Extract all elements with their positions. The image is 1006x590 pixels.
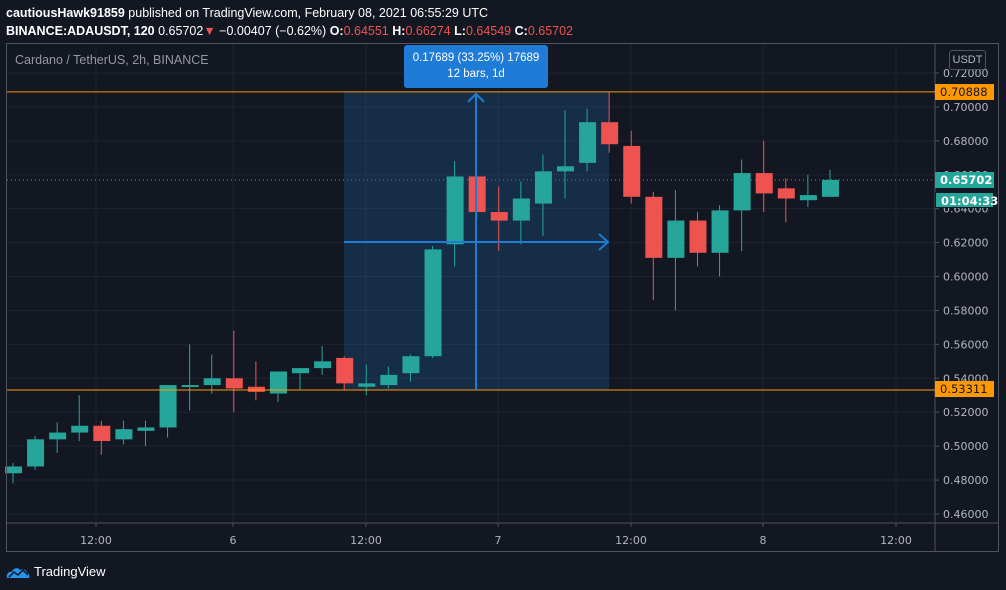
down-arrow-icon: ▼ bbox=[203, 24, 216, 38]
candle-body-up bbox=[512, 198, 530, 221]
candle-body-up bbox=[557, 166, 574, 172]
low-label: L: bbox=[454, 24, 466, 38]
current-price-tag: 0.65702 bbox=[935, 172, 994, 188]
bar-countdown-tag: 01:04:33 bbox=[935, 192, 998, 208]
candle-body-up bbox=[203, 378, 221, 386]
candle-body-up bbox=[667, 220, 685, 258]
candle-body-up bbox=[115, 429, 133, 440]
candle-body-up bbox=[733, 173, 751, 211]
publish-header: cautiousHawk91859 published on TradingVi… bbox=[6, 4, 573, 40]
x-axis-label: 12:00 bbox=[80, 534, 112, 547]
candle-body-down bbox=[777, 188, 795, 199]
publish-line: cautiousHawk91859 published on TradingVi… bbox=[6, 4, 573, 22]
candle-body-up bbox=[358, 383, 376, 387]
candle-body-down bbox=[93, 425, 111, 442]
pane-title: Cardano / TetherUS, 2h, BINANCE bbox=[15, 53, 209, 67]
currency-badge[interactable]: USDT bbox=[949, 50, 986, 70]
candle-body-up bbox=[292, 368, 310, 374]
candle-body-up bbox=[71, 425, 89, 433]
candle-body-up bbox=[159, 385, 177, 428]
y-axis-label: 0.46000 bbox=[943, 508, 989, 521]
tradingview-logo[interactable]: TradingView bbox=[6, 564, 106, 579]
low-value: 0.64549 bbox=[465, 24, 512, 38]
x-axis-label: 12:00 bbox=[880, 534, 912, 547]
y-axis-label: 0.60000 bbox=[943, 271, 989, 284]
publisher-username[interactable]: cautiousHawk91859 bbox=[6, 6, 125, 20]
upper-line-price-tag: 0.70888 bbox=[935, 84, 994, 100]
candle-body-up bbox=[799, 195, 817, 201]
x-axis-label: 8 bbox=[760, 534, 767, 547]
candle-body-down bbox=[645, 196, 663, 258]
x-axis-label: 12:00 bbox=[350, 534, 382, 547]
candle-body-up bbox=[402, 356, 420, 374]
close-label: C: bbox=[514, 24, 528, 38]
y-axis-label: 0.72000 bbox=[943, 67, 989, 80]
y-axis-label: 0.50000 bbox=[943, 440, 989, 453]
candle-body-up bbox=[711, 210, 729, 253]
close-value: 0.65702 bbox=[527, 24, 573, 38]
x-axis-label: 6 bbox=[230, 534, 237, 547]
candle-body-up bbox=[5, 466, 22, 474]
candle-body-up bbox=[314, 361, 332, 369]
y-axis-label: 0.52000 bbox=[943, 406, 989, 419]
y-axis-label: 0.70000 bbox=[943, 101, 989, 114]
measure-price-range: 0.17689 (33.25%) 17689 bbox=[412, 52, 540, 64]
candle-body-up bbox=[269, 371, 287, 394]
candle-body-up bbox=[380, 374, 398, 386]
open-label: O: bbox=[329, 24, 344, 38]
candle-body-up bbox=[137, 427, 155, 431]
y-axis-label: 0.56000 bbox=[943, 338, 989, 351]
candle-body-down bbox=[247, 386, 265, 392]
candle-body-up bbox=[424, 249, 442, 357]
chart-frame bbox=[6, 43, 999, 552]
candle-body-up bbox=[579, 122, 597, 163]
x-axis-label: 7 bbox=[495, 534, 502, 547]
x-axis-label: 12:00 bbox=[615, 534, 647, 547]
measure-bar-range: 12 bars, 1d bbox=[447, 68, 505, 80]
candle-body-up bbox=[821, 179, 839, 197]
candle-body-down bbox=[755, 173, 773, 194]
open-value: 0.64551 bbox=[343, 24, 389, 38]
measure-tooltip: 0.17689 (33.25%) 17689 12 bars, 1d bbox=[404, 45, 548, 88]
candle-body-down bbox=[689, 220, 707, 253]
candle-body-down bbox=[336, 357, 354, 384]
candle-body-down bbox=[601, 122, 619, 145]
candle-body-down bbox=[623, 145, 641, 197]
arrow-right-icon bbox=[598, 233, 610, 251]
symbol-legend: BINANCE:ADAUSDT, 120 0.65702▼ −0.00407 (… bbox=[6, 22, 573, 40]
candle-body-up bbox=[49, 432, 67, 440]
price-change: −0.00407 (−0.62%) bbox=[219, 24, 327, 38]
symbol-label: BINANCE:ADAUSDT, 120 bbox=[6, 24, 155, 38]
arrow-up-icon bbox=[467, 92, 485, 103]
y-axis-label: 0.48000 bbox=[943, 474, 989, 487]
candle-body-down bbox=[468, 176, 486, 213]
y-axis-label: 0.68000 bbox=[943, 135, 989, 148]
candle-body-up bbox=[27, 439, 45, 467]
y-axis-label: 0.58000 bbox=[943, 304, 989, 317]
lower-line-price-tag: 0.53311 bbox=[935, 381, 994, 397]
candle-body-up bbox=[446, 176, 464, 245]
published-text: published on TradingView.com, February 0… bbox=[128, 6, 489, 20]
candle-body-up bbox=[181, 385, 199, 388]
candle-body-down bbox=[225, 378, 243, 389]
candle-body-down bbox=[490, 212, 508, 221]
last-price: 0.65702 bbox=[158, 24, 204, 38]
tradingview-cloud-icon bbox=[6, 567, 30, 578]
y-axis-label: 0.62000 bbox=[943, 237, 989, 250]
tradingview-brand: TradingView bbox=[34, 564, 106, 579]
high-label: H: bbox=[392, 24, 406, 38]
high-value: 0.66274 bbox=[405, 24, 451, 38]
